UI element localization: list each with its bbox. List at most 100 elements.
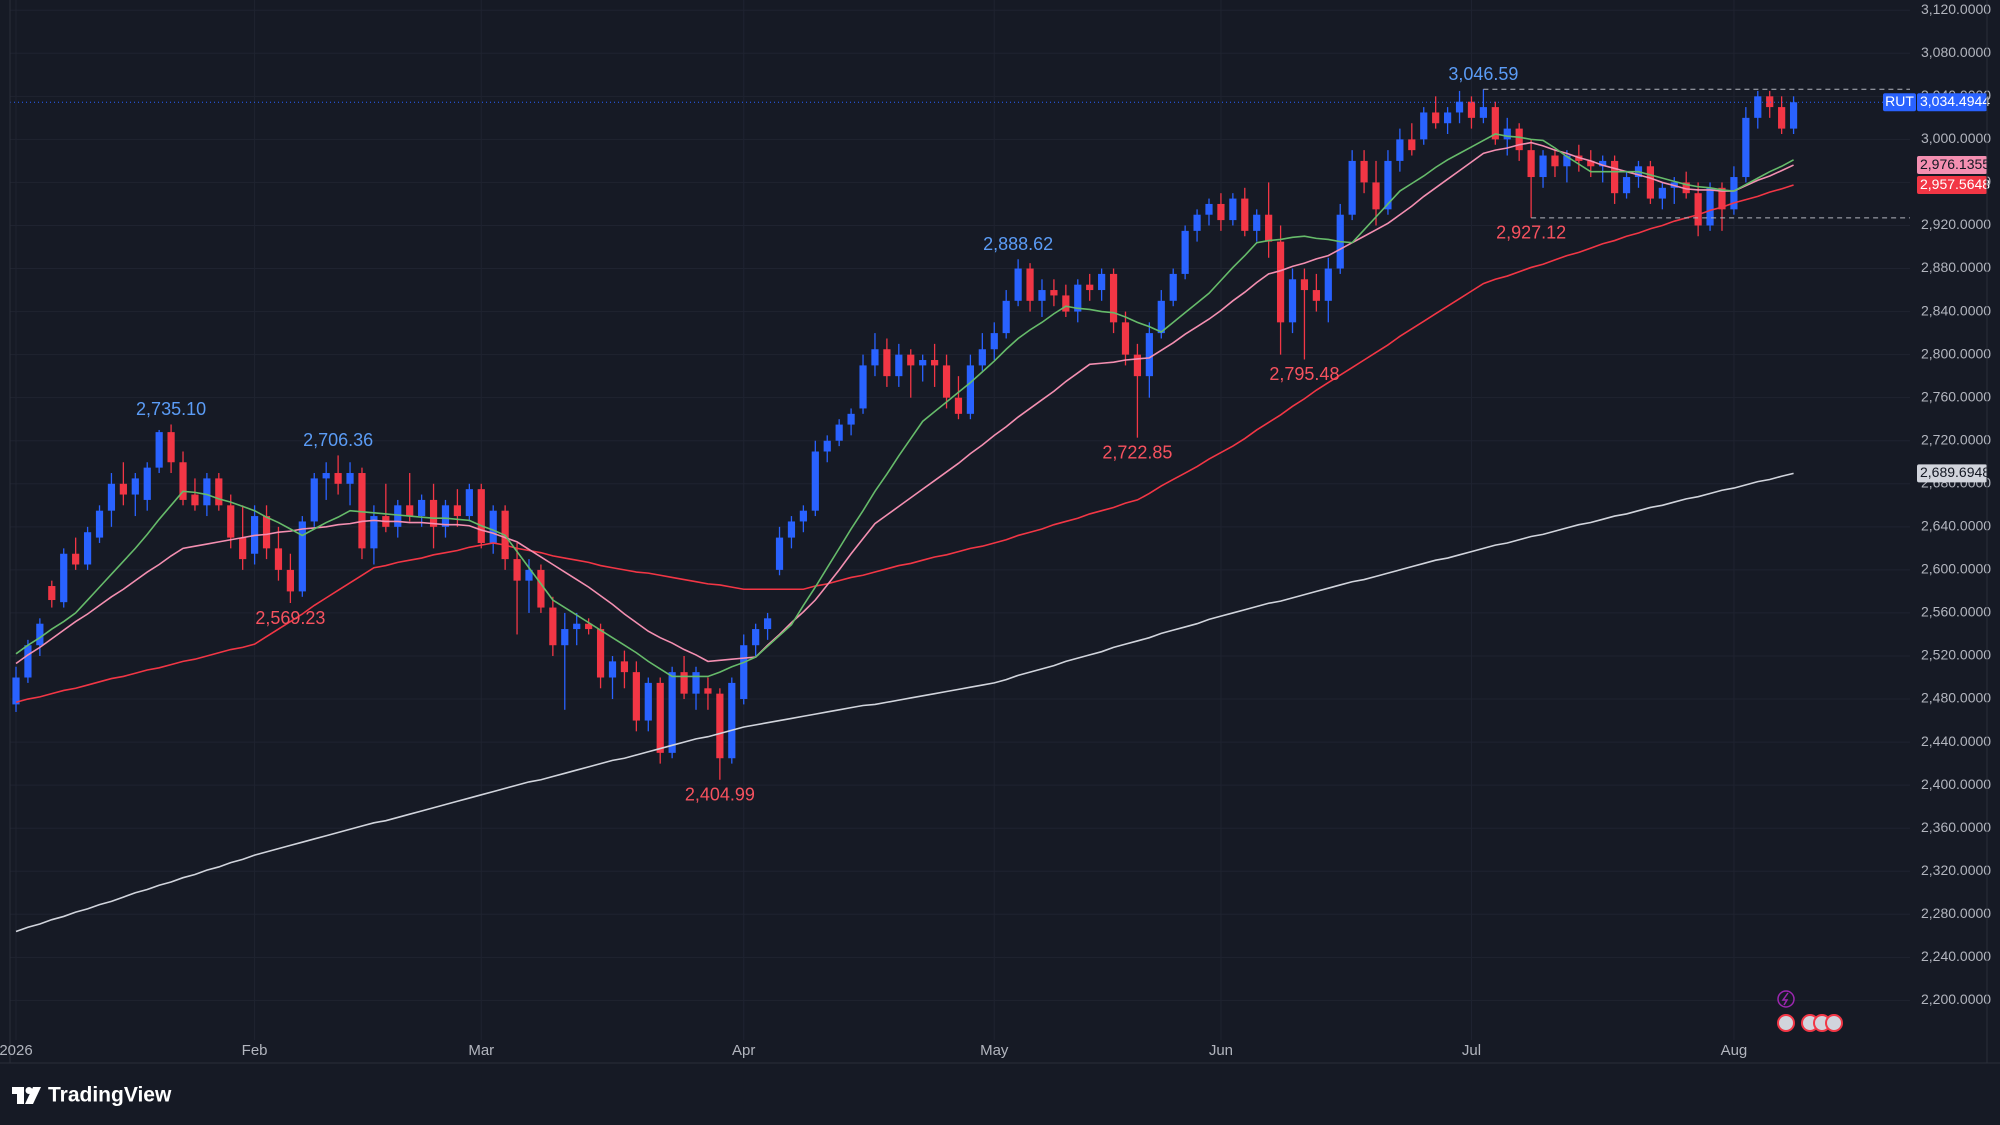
ma-last-label: 2,976.1355 <box>1920 156 1990 172</box>
candle-body <box>1109 273 1118 323</box>
candle-body <box>1002 300 1010 334</box>
candle-body <box>1241 198 1249 231</box>
candle-body <box>1455 101 1464 113</box>
candle-body <box>1300 279 1309 291</box>
candle-body <box>107 483 116 511</box>
candle-body <box>1718 187 1726 210</box>
event-flag[interactable] <box>1777 1014 1795 1032</box>
candle-body <box>1658 187 1666 199</box>
candle-body <box>1050 290 1058 296</box>
candle-body <box>1694 193 1702 226</box>
ma-badge <box>1917 464 1987 483</box>
candle-body <box>191 494 199 506</box>
candle-body <box>1527 150 1535 178</box>
candle-body <box>1742 117 1750 178</box>
candle-body <box>1778 107 1786 129</box>
candle-body <box>1145 333 1153 377</box>
candle-body <box>119 483 127 495</box>
candle-body <box>1587 160 1595 167</box>
candle-body <box>1754 96 1762 118</box>
y-tick-label: 2,920.0000 <box>1921 216 1991 232</box>
candle-body <box>907 354 915 366</box>
candle-body <box>1133 354 1142 377</box>
event-icons[interactable] <box>1777 990 1843 1032</box>
candle-body <box>1789 102 1798 129</box>
candle-body <box>1157 300 1165 334</box>
candle-body <box>227 505 235 538</box>
candle-body <box>1444 112 1452 124</box>
y-tick-label: 2,280.0000 <box>1921 905 1991 921</box>
y-tick-label: 2,480.0000 <box>1921 690 1991 706</box>
price-annotation: 3,046.59 <box>1448 64 1518 84</box>
candle-body <box>203 478 211 506</box>
candle-body <box>453 505 462 517</box>
y-tick-label: 2,800.0000 <box>1921 345 1991 361</box>
candle-body <box>549 607 557 646</box>
candle-body <box>728 682 736 759</box>
candle-body <box>668 672 676 753</box>
symbol-badge <box>1883 93 1916 112</box>
candle-body <box>418 499 426 517</box>
candle-body <box>704 688 712 694</box>
candle-body <box>286 569 294 592</box>
event-icon[interactable] <box>1777 990 1795 1008</box>
candle-body <box>608 661 617 678</box>
brand-name[interactable]: TradingView <box>48 1084 172 1107</box>
candle-body <box>787 521 796 538</box>
candle-body <box>1503 128 1511 140</box>
candle-body <box>406 505 414 517</box>
moving-average-line <box>15 472 1794 933</box>
candle-body <box>1098 273 1106 291</box>
brand-logo[interactable] <box>12 1087 41 1104</box>
price-annotation: 2,706.36 <box>303 430 373 450</box>
candle-body <box>1229 198 1237 221</box>
candle-body <box>310 478 318 522</box>
y-tick-label: 2,840.0000 <box>1921 302 1991 318</box>
last-price-badge <box>1917 93 1987 112</box>
candle-body <box>1062 295 1070 312</box>
candle-body <box>262 516 271 549</box>
candle-body <box>155 432 163 468</box>
moving-average-line <box>15 184 1794 704</box>
candle-body <box>561 629 569 646</box>
candle-body <box>763 618 772 630</box>
candle-body <box>239 537 247 560</box>
candle-body <box>465 489 473 517</box>
x-tick-label: Jul <box>1462 1042 1481 1059</box>
event-flag[interactable] <box>1825 1014 1843 1032</box>
y-tick-label: 2,320.0000 <box>1921 862 1991 878</box>
ma-badge <box>1917 176 1987 195</box>
price-annotation: 2,404.99 <box>685 785 755 805</box>
price-annotation: 2,735.10 <box>136 399 206 419</box>
candle-body <box>1682 182 1690 194</box>
candle-body <box>620 661 629 673</box>
candle-body <box>1766 96 1774 108</box>
candle-body <box>1265 214 1273 242</box>
candle-body <box>1396 139 1404 161</box>
ma-last-label: 2,957.5648 <box>1920 176 1990 192</box>
price-pane <box>10 88 1910 933</box>
y-tick-label: 3,080.0000 <box>1921 44 1991 60</box>
candle-body <box>1288 279 1297 323</box>
candle-body <box>143 467 151 500</box>
candle-body <box>346 473 354 484</box>
candle-body <box>883 349 891 377</box>
candle-body <box>83 532 92 565</box>
candle-body <box>799 510 807 522</box>
candle-body <box>585 623 593 630</box>
x-tick-label: Apr <box>732 1042 755 1059</box>
moving-average-line <box>15 133 1794 678</box>
candle-body <box>1193 214 1201 231</box>
candle-body <box>1563 155 1571 167</box>
candle-body <box>274 548 283 570</box>
candle-body <box>48 586 56 601</box>
y-tick-label: 2,760.0000 <box>1921 388 1991 404</box>
candle-body <box>1384 160 1392 210</box>
candle-body <box>513 559 521 581</box>
candle-body <box>429 499 438 527</box>
candle-body <box>1014 268 1022 301</box>
candle-body <box>811 451 819 511</box>
y-tick-label: 2,520.0000 <box>1921 647 1991 663</box>
x-tick-label: 2026 <box>0 1042 33 1059</box>
